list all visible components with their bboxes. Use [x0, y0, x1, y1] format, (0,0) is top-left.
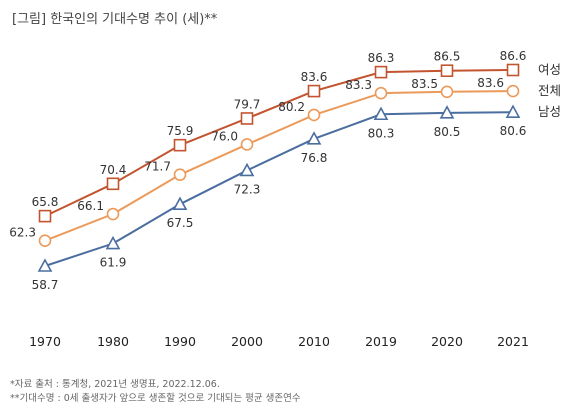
marker-square-female [38, 209, 52, 223]
data-label-male: 72.3 [234, 182, 261, 196]
chart-title: [그림] 한국인의 기대수명 추이 (세)** [12, 12, 218, 27]
data-label-total: 71.7 [144, 160, 171, 174]
x-tick-label: 2010 [298, 334, 330, 349]
data-label-total: 62.3 [9, 226, 36, 240]
marker-circle-total [440, 85, 454, 99]
x-tick-label: 2000 [231, 334, 263, 349]
legend-label-male: 남성 [538, 104, 561, 119]
data-label-male: 80.6 [500, 124, 527, 138]
marker-square-female [440, 64, 454, 78]
marker-circle-total [240, 138, 254, 151]
marker-triangle-male [239, 162, 255, 177]
series-line-male [44, 111, 514, 267]
marker-triangle-male [105, 235, 121, 250]
data-label-male: 61.9 [100, 256, 127, 270]
marker-circle-total [374, 86, 388, 100]
marker-circle-total [173, 168, 187, 181]
series-markers [37, 63, 521, 272]
series-line-female [44, 69, 514, 218]
x-tick-label: 1970 [29, 334, 61, 349]
data-label-female: 79.7 [234, 97, 261, 111]
x-tick-label: 1990 [164, 334, 196, 349]
marker-square-female [506, 63, 520, 77]
data-label-total: 83.6 [477, 76, 504, 90]
data-labels: 65.8 70.4 75.9 79.7 83.6 86.3 86.5 86.6 62.3 66.1… [9, 49, 526, 292]
marker-triangle-male [37, 258, 53, 272]
data-label-total: 76.0 [211, 129, 238, 143]
x-axis: 1970 1980 1990 2000 2010 2019 2020 2021 [29, 334, 529, 349]
data-label-female: 86.3 [368, 51, 395, 65]
marker-triangle-male [505, 104, 521, 118]
series-line-total [44, 90, 514, 242]
marker-circle-total [106, 207, 120, 221]
x-tick-label: 2019 [365, 334, 397, 349]
marker-triangle-male [306, 131, 322, 145]
marker-square-female [106, 177, 120, 191]
marker-square-female [240, 112, 254, 125]
footnote-source: *자료 출처 : 통계청, 2021년 생명표, 2022.12.06. [10, 379, 220, 390]
data-label-total: 83.3 [345, 78, 372, 92]
marker-square-female [374, 65, 388, 79]
data-label-male: 80.5 [434, 125, 461, 139]
data-label-female: 86.6 [500, 49, 527, 63]
x-tick-label: 1980 [97, 334, 129, 349]
marker-square-female [307, 84, 321, 98]
x-tick-label: 2020 [431, 334, 463, 349]
x-tick-label: 2021 [497, 334, 529, 349]
legend-label-total: 전체 [538, 83, 561, 98]
legend-label-female: 여성 [538, 62, 561, 77]
marker-triangle-male [439, 105, 455, 119]
data-label-total: 66.1 [77, 199, 104, 213]
data-label-total: 80.2 [278, 100, 305, 114]
marker-square-female [173, 138, 187, 152]
series-lines [44, 69, 514, 267]
marker-triangle-male [172, 196, 188, 210]
data-label-male: 76.8 [301, 151, 328, 165]
data-label-female: 86.5 [434, 50, 461, 64]
data-label-male: 80.3 [368, 126, 395, 140]
data-label-male: 58.7 [32, 278, 59, 292]
data-label-total: 83.5 [411, 77, 438, 91]
data-label-female: 75.9 [167, 124, 194, 138]
marker-circle-total [506, 84, 520, 98]
marker-circle-total [38, 234, 52, 248]
footnote-definition: **기대수명 : 0세 출생자가 앞으로 생존할 것으로 기대되는 평균 생존연… [10, 393, 301, 404]
marker-triangle-male [373, 106, 389, 121]
data-label-female: 83.6 [301, 70, 328, 84]
data-label-female: 70.4 [100, 163, 127, 177]
data-label-female: 65.8 [32, 195, 59, 209]
data-label-male: 67.5 [167, 216, 194, 230]
marker-circle-total [307, 108, 321, 122]
